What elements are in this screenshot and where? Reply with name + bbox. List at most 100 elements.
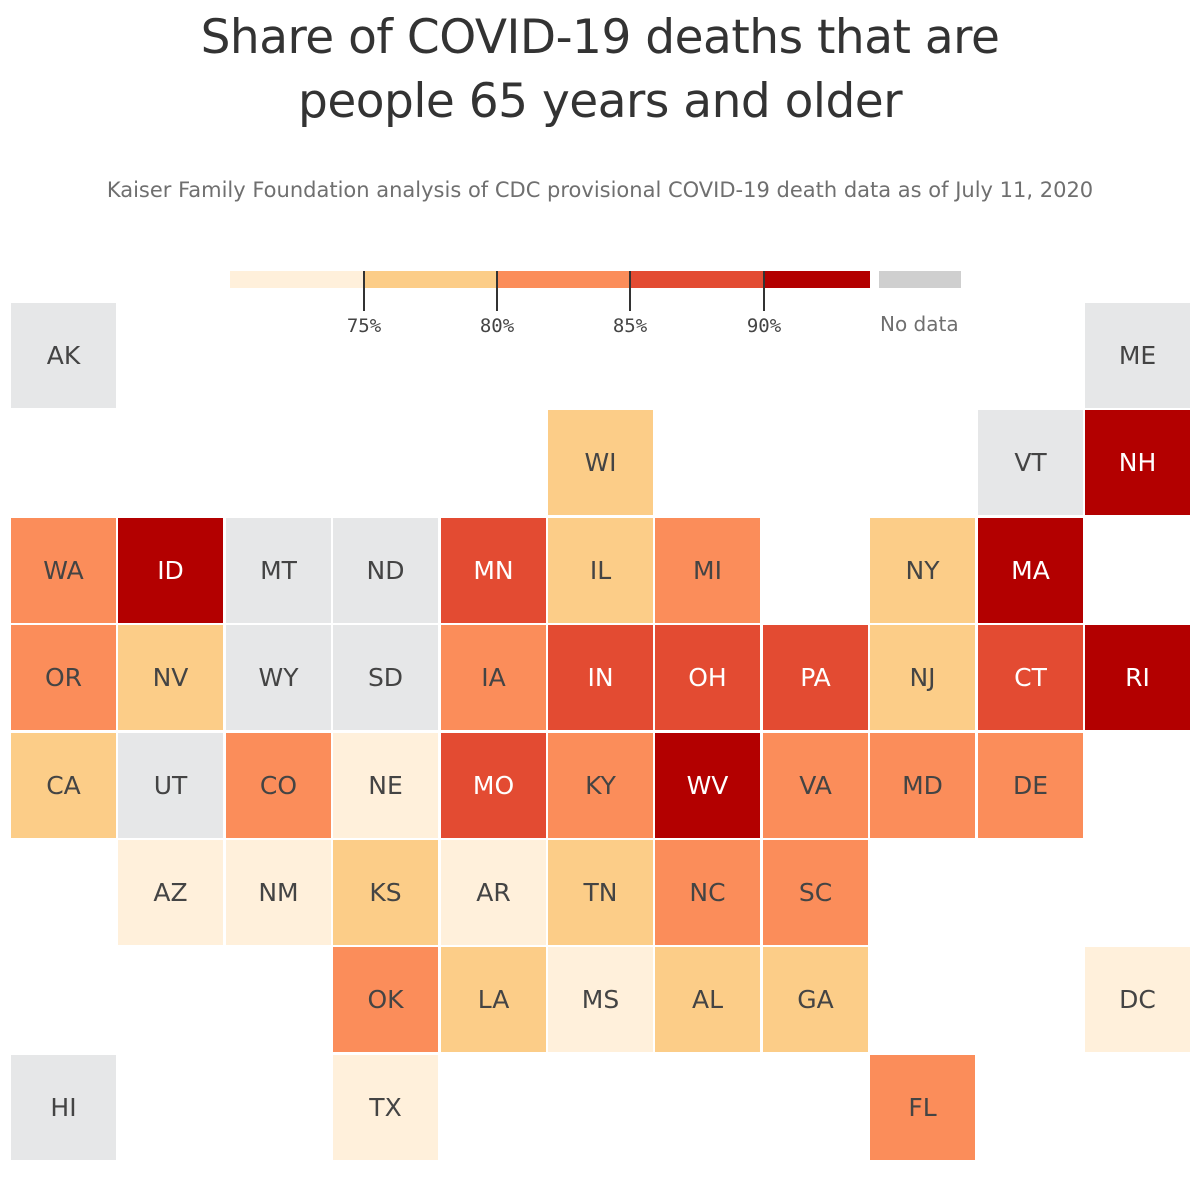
state-label: VA [799,771,832,800]
state-tile-va: VA [763,733,868,838]
state-tile-ca: CA [11,733,116,838]
state-label: MI [693,556,722,585]
state-tile-la: LA [441,947,546,1052]
state-tile-hi: HI [11,1055,116,1160]
state-label: UT [153,771,188,800]
legend-tick [363,271,365,311]
state-tile-ks: KS [333,840,438,945]
state-tile-nv: NV [118,625,223,730]
state-tile-mo: MO [441,733,546,838]
state-label: WA [43,556,84,585]
state-label: DC [1119,985,1156,1014]
state-label: NV [152,663,189,692]
state-label: CT [1014,663,1047,692]
state-label: ND [366,556,405,585]
state-label: NC [689,878,726,907]
state-label: AR [476,878,511,907]
state-label: WI [584,448,617,477]
state-label: IN [587,663,614,692]
state-tile-ne: NE [333,733,438,838]
state-tile-nc: NC [655,840,760,945]
state-tile-ri: RI [1085,625,1190,730]
legend-tick [629,271,631,311]
state-tile-ms: MS [548,947,653,1052]
state-tile-nd: ND [333,518,438,623]
state-label: SD [367,663,404,692]
state-tile-or: OR [11,625,116,730]
legend-swatch-bin2 [364,271,497,288]
state-tile-wi: WI [548,410,653,515]
state-label: NH [1118,448,1157,477]
state-label: VT [1014,448,1047,477]
state-tile-nm: NM [226,840,331,945]
state-label: CO [259,771,298,800]
state-label: GA [797,985,834,1014]
state-label: NM [258,878,299,907]
state-tile-nj: NJ [870,625,975,730]
state-label: KY [585,771,616,800]
state-tile-tn: TN [548,840,653,945]
state-tile-vt: VT [978,410,1083,515]
state-tile-ma: MA [978,518,1083,623]
state-label: SC [798,878,833,907]
legend-swatch-bin5 [764,271,870,288]
legend-no-data-label: No data [880,312,959,336]
state-tile-ny: NY [870,518,975,623]
state-label: IL [589,556,612,585]
state-label: WY [258,663,299,692]
state-tile-me: ME [1085,303,1190,408]
state-tile-wy: WY [226,625,331,730]
state-label: TN [583,878,618,907]
state-tile-de: DE [978,733,1083,838]
state-tile-mi: MI [655,518,760,623]
legend-tick-label: 75% [346,315,382,337]
legend-tick-label: 80% [479,315,515,337]
state-label: MN [473,556,514,585]
state-label: MO [472,771,515,800]
legend-tick-label: 90% [746,315,782,337]
state-label: FL [908,1093,937,1122]
state-tile-pa: PA [763,625,868,730]
state-tile-ar: AR [441,840,546,945]
state-tile-fl: FL [870,1055,975,1160]
state-tile-wa: WA [11,518,116,623]
state-tile-dc: DC [1085,947,1190,1052]
state-tile-il: IL [548,518,653,623]
state-label: DE [1012,771,1049,800]
state-label: HI [50,1093,77,1122]
state-label: OR [44,663,83,692]
legend-tick-label: 85% [612,315,648,337]
chart-title-line-2: people 65 years and older [297,74,903,129]
state-tile-nh: NH [1085,410,1190,515]
state-label: OK [367,985,404,1014]
state-tile-ok: OK [333,947,438,1052]
state-tile-md: MD [870,733,975,838]
state-tile-oh: OH [655,625,760,730]
state-label: ID [157,556,184,585]
chart-title-line-1: Share of COVID-19 deaths that are [200,10,1000,65]
state-label: NE [368,771,403,800]
state-label: AK [46,341,81,370]
state-tile-az: AZ [118,840,223,945]
state-tile-ct: CT [978,625,1083,730]
state-tile-sd: SD [333,625,438,730]
state-label: NY [905,556,940,585]
state-label: MA [1011,556,1050,585]
state-label: KS [369,878,402,907]
state-tile-in: IN [548,625,653,730]
state-tile-mn: MN [441,518,546,623]
state-label: RI [1125,663,1150,692]
legend-tick [496,271,498,311]
state-label: CA [46,771,81,800]
state-tile-wv: WV [655,733,760,838]
state-label: MD [902,771,943,800]
state-tile-ga: GA [763,947,868,1052]
legend-swatch-bin3 [497,271,630,288]
state-label: WV [686,771,729,800]
state-tile-co: CO [226,733,331,838]
chart-subtitle: Kaiser Family Foundation analysis of CDC… [106,178,1094,202]
state-tile-mt: MT [226,518,331,623]
state-tile-ia: IA [441,625,546,730]
state-tile-id: ID [118,518,223,623]
state-label: IA [481,663,506,692]
